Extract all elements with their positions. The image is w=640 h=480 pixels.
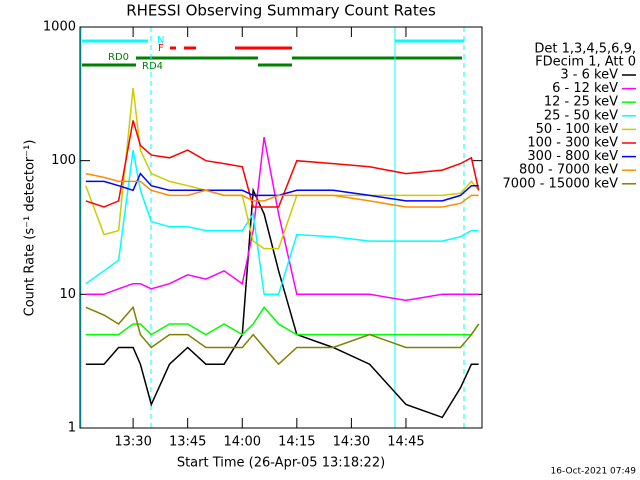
series-line bbox=[85, 306, 480, 336]
mode-bars bbox=[82, 39, 464, 67]
legend-label: 6 - 12 keV bbox=[552, 81, 618, 96]
legend-label: 800 - 7000 keV bbox=[519, 163, 618, 178]
y-tick-label: 10 bbox=[59, 287, 76, 302]
series-line bbox=[85, 120, 480, 208]
legend-label: 12 - 25 keV bbox=[544, 95, 618, 110]
annotation: F bbox=[158, 43, 164, 54]
x-axis-label: Start Time (26-Apr-05 13:18:22) bbox=[177, 456, 385, 471]
legend-header: Det 1,3,4,5,6,9, bbox=[534, 42, 636, 57]
chart-title: RHESSI Observing Summary Count Rates bbox=[126, 2, 436, 20]
x-tick-label: 14:15 bbox=[278, 435, 315, 450]
series-line bbox=[85, 149, 479, 296]
x-tick-label: 13:45 bbox=[169, 435, 206, 450]
legend-header: FDecim 1, Att 0 bbox=[535, 55, 636, 70]
x-tick-label: 14:00 bbox=[224, 435, 261, 450]
annotation: RD0 bbox=[108, 52, 129, 63]
series-line bbox=[85, 87, 480, 250]
legend-label: 3 - 6 keV bbox=[560, 68, 618, 83]
x-tick-label: 14:30 bbox=[333, 435, 370, 450]
series-line bbox=[85, 187, 479, 419]
annotation: N bbox=[157, 35, 164, 46]
legend-label: 25 - 50 keV bbox=[544, 108, 618, 123]
legend-label: 100 - 300 keV bbox=[527, 136, 618, 151]
legend-label: 300 - 800 keV bbox=[527, 149, 618, 164]
y-tick-label: 1 bbox=[68, 421, 76, 436]
legend-label: 50 - 100 keV bbox=[536, 122, 619, 137]
annotation: RD4 bbox=[142, 61, 163, 72]
series-line bbox=[85, 172, 479, 208]
plot-frame bbox=[79, 26, 483, 429]
y-axis-label: Count Rate (s⁻¹ detector⁻¹) bbox=[23, 140, 38, 317]
y-tick-label: 1000 bbox=[43, 20, 76, 35]
series-line bbox=[85, 305, 480, 366]
x-tick-label: 13:30 bbox=[114, 435, 151, 450]
x-tick-label: 14:45 bbox=[387, 435, 424, 450]
legend-label: 7000 - 15000 keV bbox=[503, 176, 619, 191]
footer: 16-Oct-2021 07:49 bbox=[551, 467, 637, 477]
series-line bbox=[85, 136, 479, 302]
y-tick-label: 100 bbox=[51, 153, 76, 168]
